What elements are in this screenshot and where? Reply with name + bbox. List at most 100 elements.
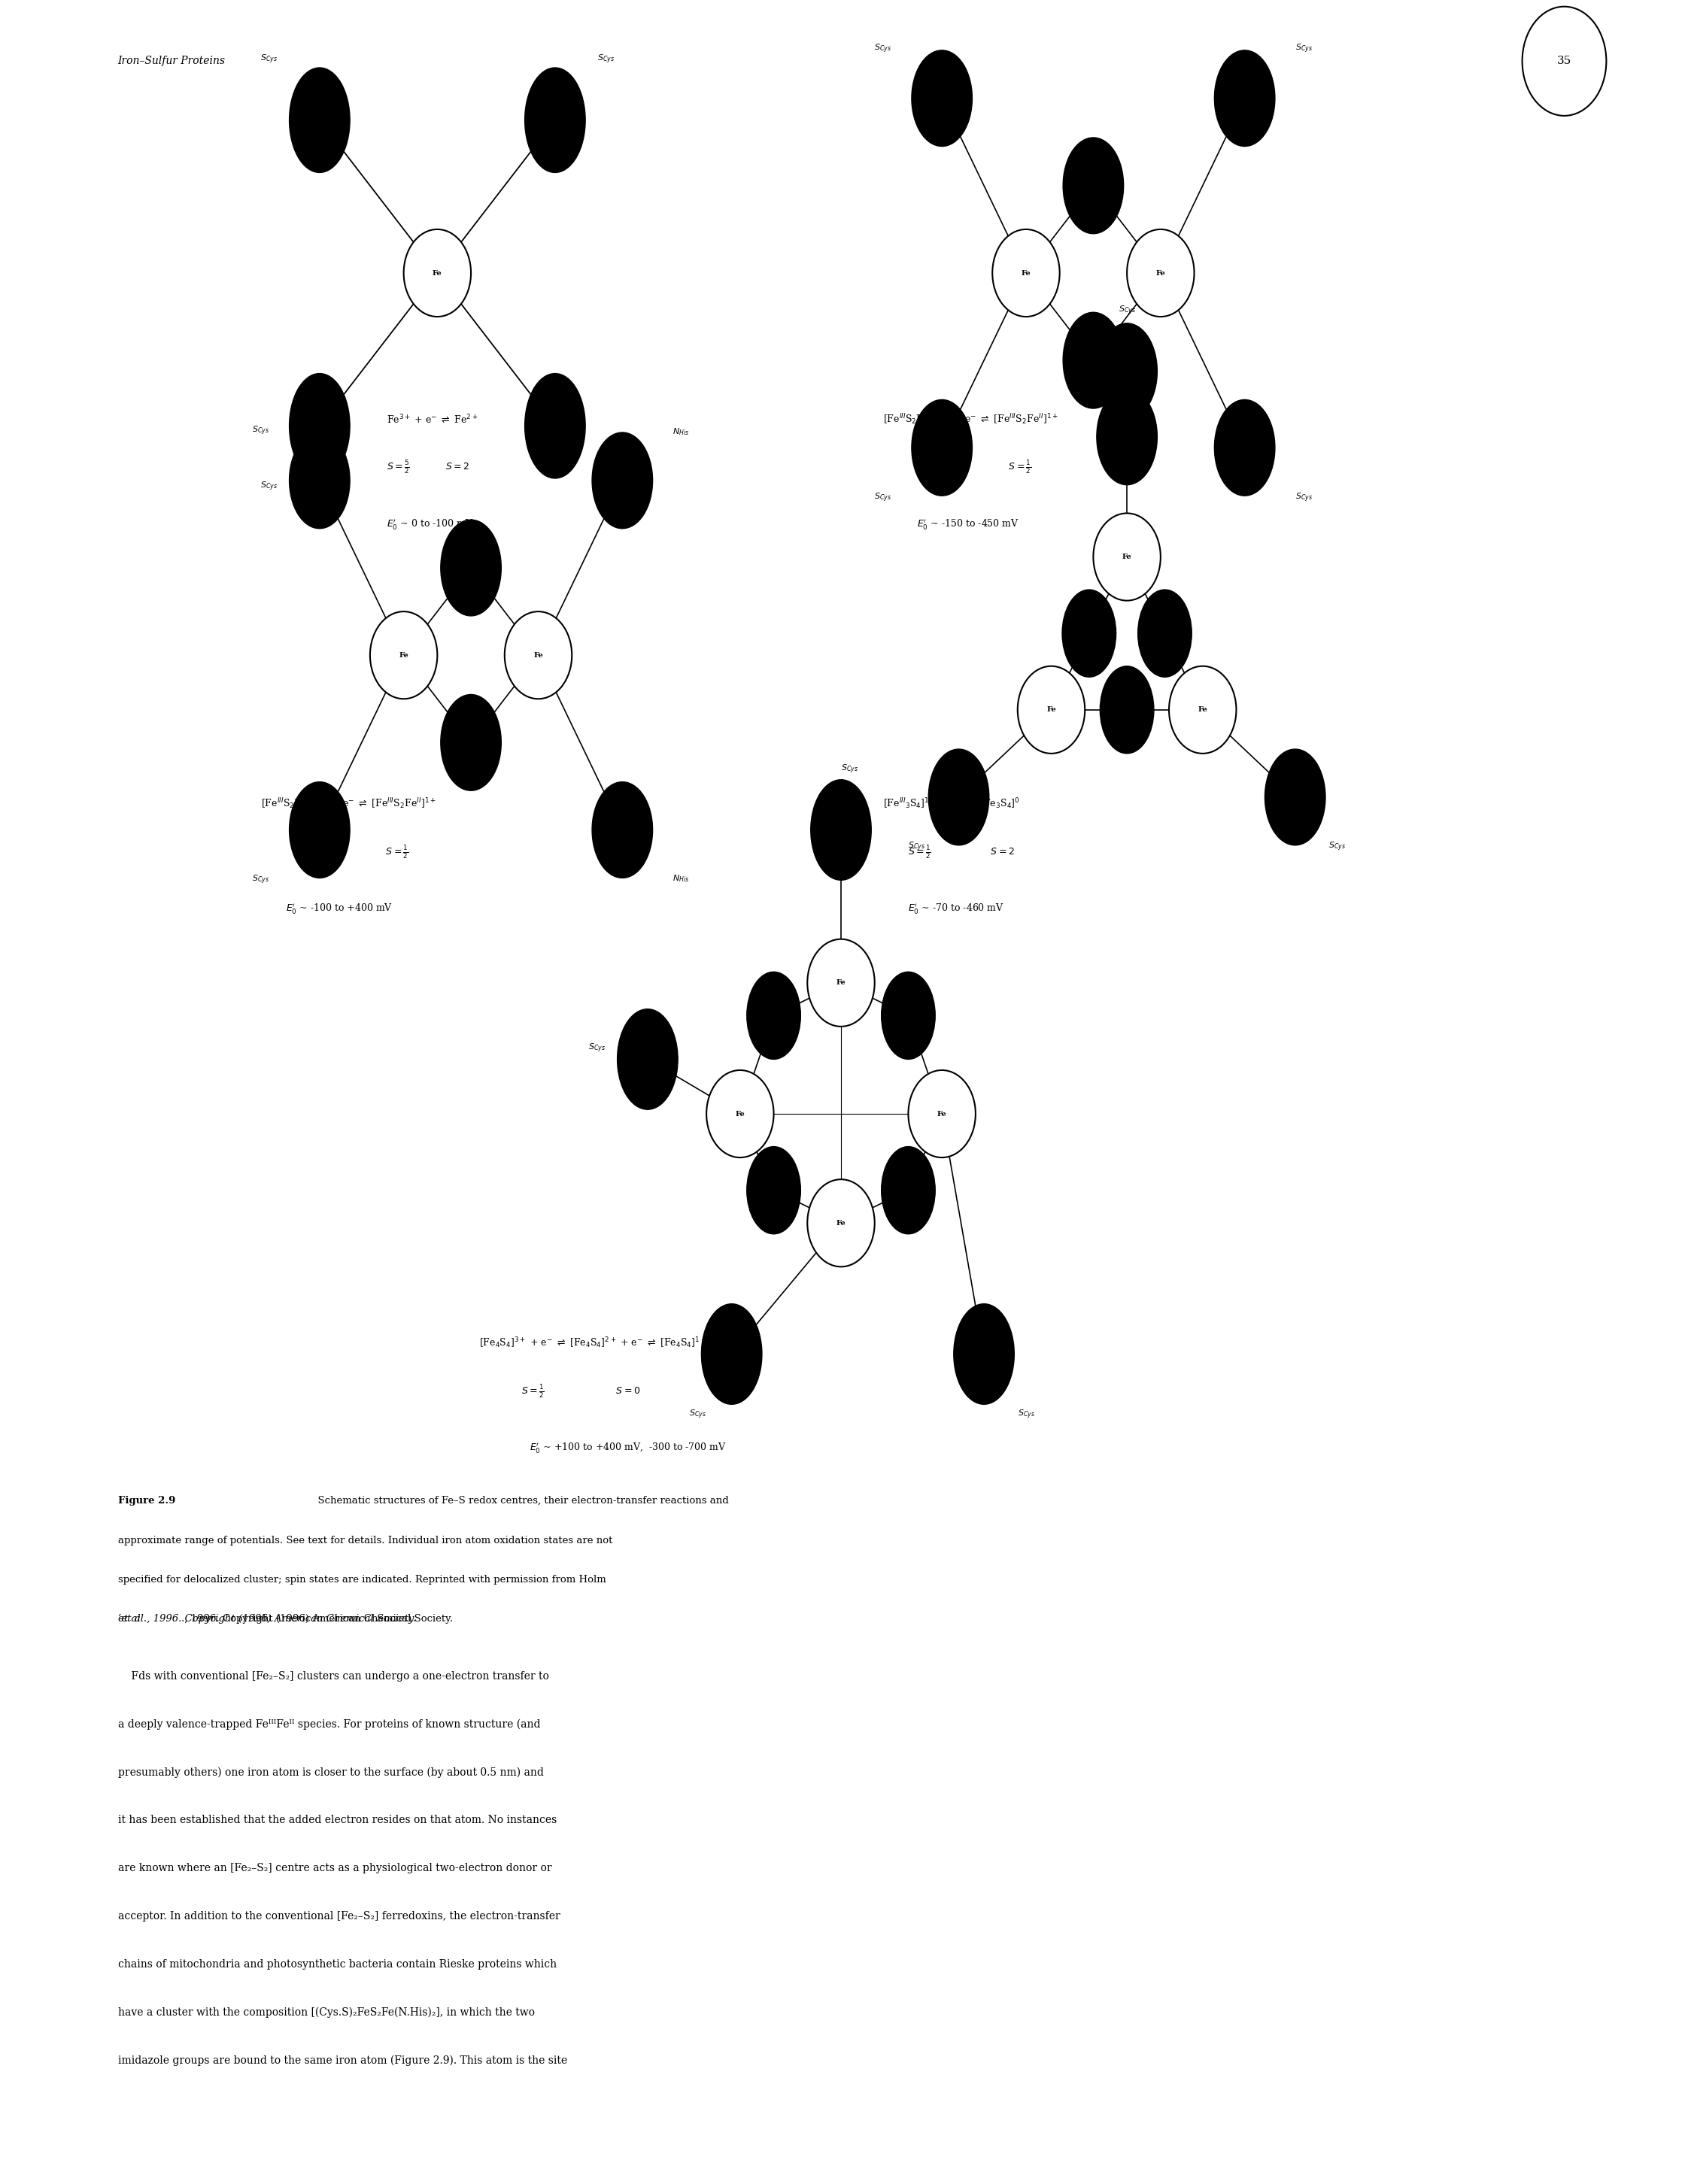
Ellipse shape [1265, 749, 1325, 845]
Text: Schematic structures of Fe–S redox centres, their electron-transfer reactions an: Schematic structures of Fe–S redox centr… [311, 1496, 728, 1505]
Ellipse shape [1214, 400, 1275, 496]
Text: $\mathit{N}_{His}$: $\mathit{N}_{His}$ [673, 874, 690, 885]
Ellipse shape [592, 432, 653, 529]
Circle shape [992, 229, 1060, 317]
Text: approximate range of potentials. See text for details. Individual iron atom oxid: approximate range of potentials. See tex… [118, 1535, 612, 1544]
Ellipse shape [1100, 666, 1154, 753]
Circle shape [1169, 666, 1236, 753]
Ellipse shape [289, 432, 350, 529]
Text: $\mathit{S}_{Cys}$: $\mathit{S}_{Cys}$ [841, 762, 858, 775]
Text: $E_0'$ ~ -150 to -450 mV: $E_0'$ ~ -150 to -450 mV [917, 518, 1019, 531]
Ellipse shape [912, 50, 972, 146]
Text: $S = \frac{1}{2}$                        $S = 0$                        $S = \fr: $S = \frac{1}{2}$ $S = 0$ $S = \fr [521, 1382, 745, 1400]
Text: Fe: Fe [937, 1109, 947, 1118]
Ellipse shape [701, 1304, 762, 1404]
Ellipse shape [811, 780, 871, 880]
Text: Iron–Sulfur Proteins: Iron–Sulfur Proteins [118, 57, 225, 66]
Text: $\mathit{S}_{Cys}$: $\mathit{S}_{Cys}$ [252, 874, 269, 887]
Circle shape [1522, 7, 1606, 116]
Ellipse shape [617, 1009, 678, 1109]
Text: Fe: Fe [533, 651, 543, 660]
Text: $E_0'$ ~ 0 to -100 mV: $E_0'$ ~ 0 to -100 mV [387, 518, 474, 531]
Text: $\mathit{N}_{His}$: $\mathit{N}_{His}$ [673, 426, 690, 437]
Ellipse shape [525, 68, 585, 173]
Text: $\mathit{S}_{Cys}$: $\mathit{S}_{Cys}$ [1329, 841, 1346, 854]
Text: $S = 0$                    $S = \frac{1}{2}$: $S = 0$ $S = \frac{1}{2}$ [925, 459, 1031, 476]
Ellipse shape [441, 520, 501, 616]
Circle shape [370, 612, 437, 699]
Text: $\mathit{S}_{Cys}$: $\mathit{S}_{Cys}$ [261, 52, 278, 66]
Text: $\mathit{S}_{Cys}$: $\mathit{S}_{Cys}$ [1295, 41, 1312, 55]
Circle shape [1093, 513, 1161, 601]
Ellipse shape [1061, 590, 1117, 677]
Text: $E_0'$ ~ -100 to +400 mV: $E_0'$ ~ -100 to +400 mV [286, 902, 394, 915]
Text: a deeply valence-trapped FeᴵᴵᴵFeᴵᴵ species. For proteins of known structure (and: a deeply valence-trapped FeᴵᴵᴵFeᴵᴵ speci… [118, 1719, 540, 1730]
Text: Figure 2.9: Figure 2.9 [118, 1496, 175, 1505]
Text: Fe: Fe [1198, 705, 1208, 714]
Ellipse shape [912, 400, 972, 496]
Text: Fds with conventional [Fe₂–S₂] clusters can undergo a one-electron transfer to: Fds with conventional [Fe₂–S₂] clusters … [118, 1671, 548, 1682]
Ellipse shape [525, 373, 585, 478]
Ellipse shape [1097, 323, 1157, 419]
Text: ., 1996. Copyright (1996) American Chemical Society.: ., 1996. Copyright (1996) American Chemi… [182, 1614, 454, 1623]
Text: [Fe$^{III}$S$_2$Fe$^{III}$]$^{2+}$ + e$^{-}$ $\rightleftharpoons$ [Fe$^{III}$S$_: [Fe$^{III}$S$_2$Fe$^{III}$]$^{2+}$ + e$^… [261, 797, 436, 810]
Text: specified for delocalized cluster; spin states are indicated. Reprinted with per: specified for delocalized cluster; spin … [118, 1575, 606, 1583]
Text: $\mathit{S}_{Cys}$: $\mathit{S}_{Cys}$ [690, 1409, 706, 1422]
Text: presumably others) one iron atom is closer to the surface (by about 0.5 nm) and: presumably others) one iron atom is clos… [118, 1767, 543, 1778]
Text: et al: et al [118, 1614, 140, 1623]
Text: [Fe$_4$S$_4$]$^{3+}$ + e$^{-}$ $\rightleftharpoons$ [Fe$_4$S$_4$]$^{2+}$ + e$^{-: [Fe$_4$S$_4$]$^{3+}$ + e$^{-}$ $\rightle… [479, 1337, 706, 1350]
Text: Fe: Fe [432, 269, 442, 277]
Ellipse shape [954, 1304, 1014, 1404]
Ellipse shape [747, 972, 801, 1059]
Circle shape [505, 612, 572, 699]
Text: $\mathit{S}_{Cys}$: $\mathit{S}_{Cys}$ [875, 491, 891, 505]
Text: Fe: Fe [1046, 705, 1056, 714]
Text: $E_0'$ ~ -70 to -460 mV: $E_0'$ ~ -70 to -460 mV [908, 902, 1004, 915]
Text: $\mathit{S}_{Cys}$: $\mathit{S}_{Cys}$ [261, 480, 278, 494]
Circle shape [807, 939, 875, 1026]
Text: [Fe$^{III}$S$_2$Fe$^{III}$]$^{2+}$ + e$^{-}$ $\rightleftharpoons$ [Fe$^{III}$S$_: [Fe$^{III}$S$_2$Fe$^{III}$]$^{2+}$ + e$^… [883, 413, 1058, 426]
Text: have a cluster with the composition [(Cys.S)₂FeS₂Fe(N.His)₂], in which the two: have a cluster with the composition [(Cy… [118, 2007, 535, 2018]
Text: $S = \frac{5}{2}$            $S = 2$: $S = \frac{5}{2}$ $S = 2$ [387, 459, 469, 476]
Text: imidazole groups are bound to the same iron atom (Figure 2.9). This atom is the : imidazole groups are bound to the same i… [118, 2055, 567, 2066]
Text: Fe: Fe [836, 978, 846, 987]
Text: Fe$^{3+}$ + e$^{-}$ $\rightleftharpoons$ Fe$^{2+}$: Fe$^{3+}$ + e$^{-}$ $\rightleftharpoons$… [387, 413, 478, 426]
Text: Fe: Fe [1122, 553, 1132, 561]
Text: $S = 0$                    $S = \frac{1}{2}$: $S = 0$ $S = \frac{1}{2}$ [303, 843, 409, 860]
Text: $\mathit{S}_{Cys}$: $\mathit{S}_{Cys}$ [597, 52, 614, 66]
Ellipse shape [1214, 50, 1275, 146]
Text: ’et al., 1996. Copyright (1996) American Chemical Society.: ’et al., 1996. Copyright (1996) American… [118, 1614, 415, 1623]
Text: are known where an [Fe₂–S₂] centre acts as a physiological two-electron donor or: are known where an [Fe₂–S₂] centre acts … [118, 1863, 552, 1874]
Text: Fe: Fe [735, 1109, 745, 1118]
Ellipse shape [747, 1147, 801, 1234]
Ellipse shape [592, 782, 653, 878]
Text: $E_0'$ ~ +100 to +400 mV,  -300 to -700 mV: $E_0'$ ~ +100 to +400 mV, -300 to -700 m… [530, 1441, 727, 1455]
Ellipse shape [881, 972, 935, 1059]
Text: $S = \frac{1}{2}$                    $S = 2$: $S = \frac{1}{2}$ $S = 2$ [908, 843, 1014, 860]
Text: $\mathit{S}_{Cys}$: $\mathit{S}_{Cys}$ [1295, 491, 1312, 505]
Text: chains of mitochondria and photosynthetic bacteria contain Rieske proteins which: chains of mitochondria and photosyntheti… [118, 1959, 557, 1970]
Circle shape [404, 229, 471, 317]
Text: [Fe$^{III}$$_3$S$_4$]$^{1+}$ + e$^{-}$ $\rightleftharpoons$ [Fe$_3$S$_4$]$^{0}$: [Fe$^{III}$$_3$S$_4$]$^{1+}$ + e$^{-}$ $… [883, 797, 1019, 810]
Ellipse shape [1063, 138, 1124, 234]
Ellipse shape [289, 782, 350, 878]
Ellipse shape [928, 749, 989, 845]
Text: Fe: Fe [1021, 269, 1031, 277]
Text: Fe: Fe [836, 1219, 846, 1227]
Ellipse shape [1063, 312, 1124, 408]
Circle shape [706, 1070, 774, 1158]
Text: Fe: Fe [399, 651, 409, 660]
Ellipse shape [1139, 590, 1193, 677]
Text: $\mathit{S}_{Cys}$: $\mathit{S}_{Cys}$ [252, 424, 269, 437]
Text: $\mathit{S}_{Cys}$: $\mathit{S}_{Cys}$ [1018, 1409, 1034, 1422]
Text: $\mathit{S}_{Cys}$: $\mathit{S}_{Cys}$ [908, 841, 925, 854]
Text: $\mathit{S}_{Cys}$: $\mathit{S}_{Cys}$ [597, 480, 614, 494]
Text: it has been established that the added electron resides on that atom. No instanc: it has been established that the added e… [118, 1815, 557, 1826]
Circle shape [1018, 666, 1085, 753]
Text: $\mathit{S}_{Cys}$: $\mathit{S}_{Cys}$ [875, 41, 891, 55]
Ellipse shape [441, 695, 501, 791]
Text: Fe: Fe [1156, 269, 1166, 277]
Ellipse shape [289, 68, 350, 173]
Ellipse shape [1097, 389, 1157, 485]
Circle shape [1127, 229, 1194, 317]
